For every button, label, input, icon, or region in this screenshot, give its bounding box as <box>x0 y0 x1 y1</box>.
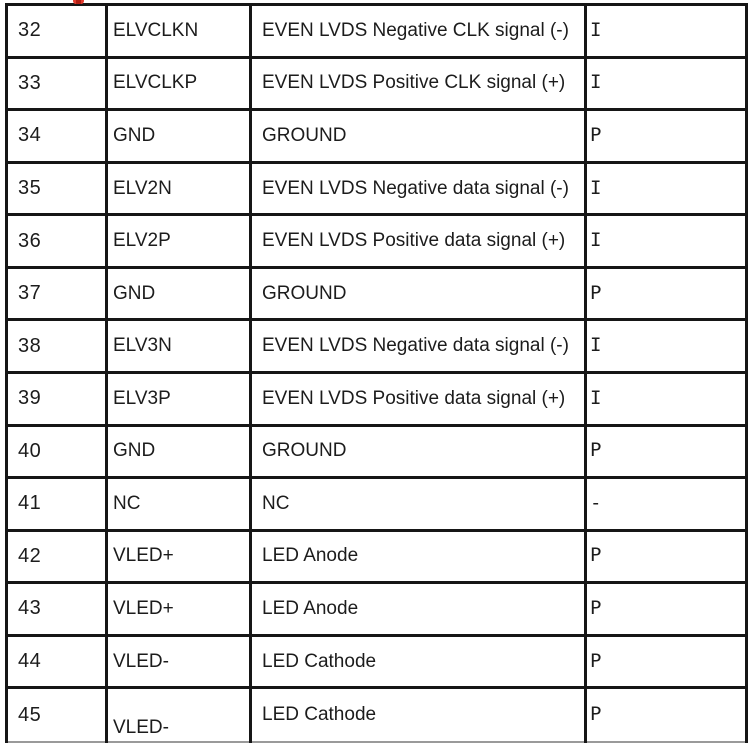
io-type-cell: P <box>584 686 748 744</box>
table-row: 44 VLED- LED Cathode P <box>5 633 748 690</box>
pin-number-cell: 37 <box>5 265 108 322</box>
signal-name-cell: ELV3P <box>105 370 252 427</box>
table-row: 33 ELVCLKP EVEN LVDS Positive CLK signal… <box>5 55 748 112</box>
pin-number-cell: 44 <box>5 633 108 690</box>
table-row: 34 GND GROUND P <box>5 108 748 164</box>
table-row: 35 ELV2N EVEN LVDS Negative data signal … <box>5 160 748 217</box>
pin-number-cell: 43 <box>5 581 108 637</box>
pin-number-cell: 35 <box>5 160 108 217</box>
pin-number-cell: 36 <box>5 213 108 269</box>
pin-table-body: 32 ELVCLKN EVEN LVDS Negative CLK signal… <box>5 3 748 744</box>
description-cell: EVEN LVDS Positive CLK signal (+) <box>249 55 587 112</box>
signal-name-cell: VLED+ <box>105 528 252 585</box>
pin-assignment-table: 32 ELVCLKN EVEN LVDS Negative CLK signal… <box>5 3 748 744</box>
signal-name-cell: VLED- <box>105 686 252 744</box>
table-row: 45 VLED- LED Cathode P <box>5 686 748 744</box>
pin-number-cell: 45 <box>5 686 108 744</box>
pin-number-cell: 40 <box>5 423 108 480</box>
io-type-cell: P <box>584 528 748 585</box>
table-row: 39 ELV3P EVEN LVDS Positive data signal … <box>5 370 748 427</box>
table-row: 40 GND GROUND P <box>5 423 748 480</box>
table-row: 37 GND GROUND P <box>5 265 748 322</box>
description-cell: GROUND <box>249 265 587 322</box>
description-cell: GROUND <box>249 423 587 480</box>
io-type-cell: P <box>584 108 748 164</box>
signal-name-cell: ELV2N <box>105 160 252 217</box>
pin-number-cell: 38 <box>5 318 108 374</box>
io-type-cell: P <box>584 423 748 480</box>
signal-name-cell: GND <box>105 265 252 322</box>
description-cell: NC <box>249 476 587 532</box>
description-cell: EVEN LVDS Negative data signal (-) <box>249 318 587 374</box>
signal-name-cell: ELVCLKN <box>105 3 252 59</box>
signal-name-cell: GND <box>105 108 252 164</box>
description-cell: GROUND <box>249 108 587 164</box>
table-row: 38 ELV3N EVEN LVDS Negative data signal … <box>5 318 748 374</box>
description-cell: EVEN LVDS Negative data signal (-) <box>249 160 587 217</box>
red-annotation-fragment <box>73 0 84 4</box>
description-cell: LED Cathode <box>249 686 587 744</box>
pin-number-cell: 42 <box>5 528 108 585</box>
table-row: 36 ELV2P EVEN LVDS Positive data signal … <box>5 213 748 269</box>
table-row: 32 ELVCLKN EVEN LVDS Negative CLK signal… <box>5 3 748 59</box>
signal-name-cell: ELV2P <box>105 213 252 269</box>
pin-number-cell: 33 <box>5 55 108 112</box>
pin-number-cell: 32 <box>5 3 108 59</box>
io-type-cell: P <box>584 265 748 322</box>
signal-name-cell: ELV3N <box>105 318 252 374</box>
table-row: 41 NC NC - <box>5 476 748 532</box>
io-type-cell: I <box>584 213 748 269</box>
table-row: 43 VLED+ LED Anode P <box>5 581 748 637</box>
signal-name-cell: VLED+ <box>105 581 252 637</box>
io-type-cell: - <box>584 476 748 532</box>
description-cell: LED Anode <box>249 581 587 637</box>
pin-number-cell: 34 <box>5 108 108 164</box>
description-cell: EVEN LVDS Positive data signal (+) <box>249 213 587 269</box>
description-cell: EVEN LVDS Positive data signal (+) <box>249 370 587 427</box>
io-type-cell: P <box>584 633 748 690</box>
io-type-cell: P <box>584 581 748 637</box>
description-cell: LED Anode <box>249 528 587 585</box>
signal-name-cell: GND <box>105 423 252 480</box>
io-type-cell: I <box>584 318 748 374</box>
io-type-cell: I <box>584 370 748 427</box>
description-cell: EVEN LVDS Negative CLK signal (-) <box>249 3 587 59</box>
pin-number-cell: 39 <box>5 370 108 427</box>
description-cell: LED Cathode <box>249 633 587 690</box>
pin-number-cell: 41 <box>5 476 108 532</box>
signal-name-cell: NC <box>105 476 252 532</box>
io-type-cell: I <box>584 3 748 59</box>
signal-name-cell: ELVCLKP <box>105 55 252 112</box>
io-type-cell: I <box>584 160 748 217</box>
table-row: 42 VLED+ LED Anode P <box>5 528 748 585</box>
signal-name-cell: VLED- <box>105 633 252 690</box>
io-type-cell: I <box>584 55 748 112</box>
